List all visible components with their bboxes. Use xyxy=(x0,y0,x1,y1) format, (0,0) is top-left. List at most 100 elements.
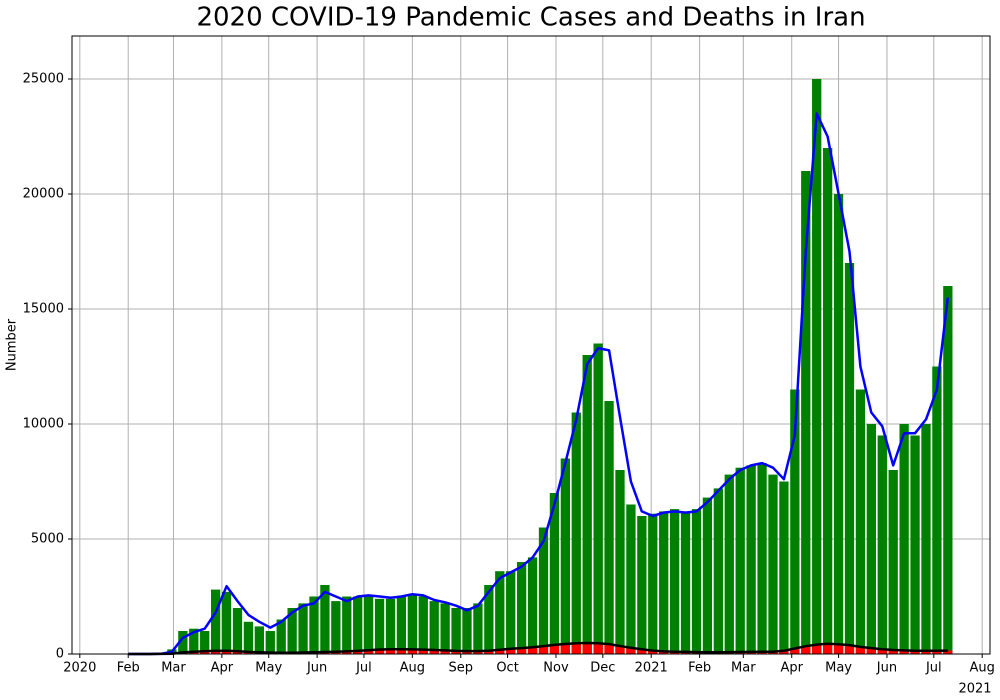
bar xyxy=(768,474,778,654)
bar xyxy=(385,649,396,654)
bar xyxy=(713,488,723,654)
bar xyxy=(178,631,188,654)
bar xyxy=(221,591,232,654)
bar xyxy=(342,596,352,654)
bar xyxy=(210,650,221,654)
bar xyxy=(506,648,516,654)
bar xyxy=(626,504,636,654)
y-tick-label: 25000 xyxy=(23,72,64,87)
bar xyxy=(298,603,308,654)
bar xyxy=(473,651,483,654)
bar xyxy=(407,594,417,654)
bar xyxy=(582,642,592,654)
bar xyxy=(243,621,254,654)
bar xyxy=(855,389,866,654)
x-tick-label: Apr xyxy=(211,661,234,676)
y-tick-label: 0 xyxy=(56,647,64,662)
bar xyxy=(484,650,494,654)
bar xyxy=(844,645,855,654)
bar xyxy=(790,648,800,654)
bar xyxy=(200,631,210,654)
bar xyxy=(210,589,221,654)
bar xyxy=(320,585,330,654)
x-tick-label: 2020 xyxy=(63,661,96,676)
bar xyxy=(702,497,713,654)
bar xyxy=(855,647,866,654)
bar xyxy=(276,619,286,654)
bar xyxy=(593,643,603,654)
bar xyxy=(888,470,898,654)
bar xyxy=(669,509,680,654)
bar xyxy=(418,649,428,654)
x-tick-label: Jun xyxy=(876,661,897,676)
y-tick-label: 5000 xyxy=(31,532,64,547)
bar xyxy=(571,412,581,654)
bar xyxy=(790,389,800,654)
bar xyxy=(943,650,953,654)
bar xyxy=(232,608,243,654)
bar xyxy=(648,513,658,654)
bar xyxy=(560,458,570,654)
bar xyxy=(451,608,461,654)
bar xyxy=(844,263,855,654)
bar xyxy=(396,596,407,654)
bar xyxy=(506,571,516,654)
bar xyxy=(407,649,417,654)
bar xyxy=(801,645,811,654)
x-tick-label: Feb xyxy=(117,661,140,676)
bar xyxy=(691,509,702,654)
x-tick-label: Mar xyxy=(161,661,186,676)
bar xyxy=(363,650,374,654)
plot-frame xyxy=(71,35,991,655)
bar xyxy=(473,603,483,654)
bar xyxy=(560,643,570,654)
x-tick-label: Sep xyxy=(448,661,473,676)
x-tick-label: May xyxy=(255,661,282,676)
bar xyxy=(495,649,505,654)
line xyxy=(128,112,950,656)
bar xyxy=(932,650,942,654)
bar xyxy=(232,651,243,654)
x-tick-label: 2021 xyxy=(635,661,668,676)
bar xyxy=(527,647,538,654)
bar xyxy=(866,424,876,654)
bar xyxy=(462,608,472,654)
bar xyxy=(331,601,341,654)
x-tick-label: Jul xyxy=(355,661,372,676)
bar xyxy=(921,424,931,654)
bar xyxy=(637,649,647,654)
bar xyxy=(582,355,592,654)
bar xyxy=(200,651,210,654)
bar xyxy=(779,650,789,654)
y-axis-label: Number xyxy=(5,318,20,371)
bar xyxy=(899,424,909,654)
bar xyxy=(484,585,494,654)
bar xyxy=(648,650,658,654)
x-tick-label: Jul xyxy=(925,661,942,676)
bar xyxy=(910,435,920,654)
bar xyxy=(746,465,756,654)
x-tick-label: Oct xyxy=(496,661,518,676)
bar xyxy=(626,648,636,654)
bar xyxy=(604,644,614,654)
y-tick-label: 15000 xyxy=(23,302,64,317)
bar xyxy=(287,608,297,654)
bar xyxy=(615,470,625,654)
y-tick-label: 10000 xyxy=(23,417,64,432)
line xyxy=(128,641,948,656)
bar xyxy=(877,649,887,654)
bar xyxy=(822,643,833,654)
bar xyxy=(910,650,920,654)
bar xyxy=(429,650,439,654)
bar xyxy=(779,481,789,654)
bar xyxy=(309,596,319,654)
bar xyxy=(374,598,385,654)
bar xyxy=(549,493,560,654)
bar xyxy=(812,644,822,654)
bar xyxy=(495,571,505,654)
bar xyxy=(724,474,734,654)
bar xyxy=(429,601,439,654)
chart-title: 2020 COVID-19 Pandemic Cases and Deaths … xyxy=(196,3,865,33)
bar xyxy=(549,644,560,654)
